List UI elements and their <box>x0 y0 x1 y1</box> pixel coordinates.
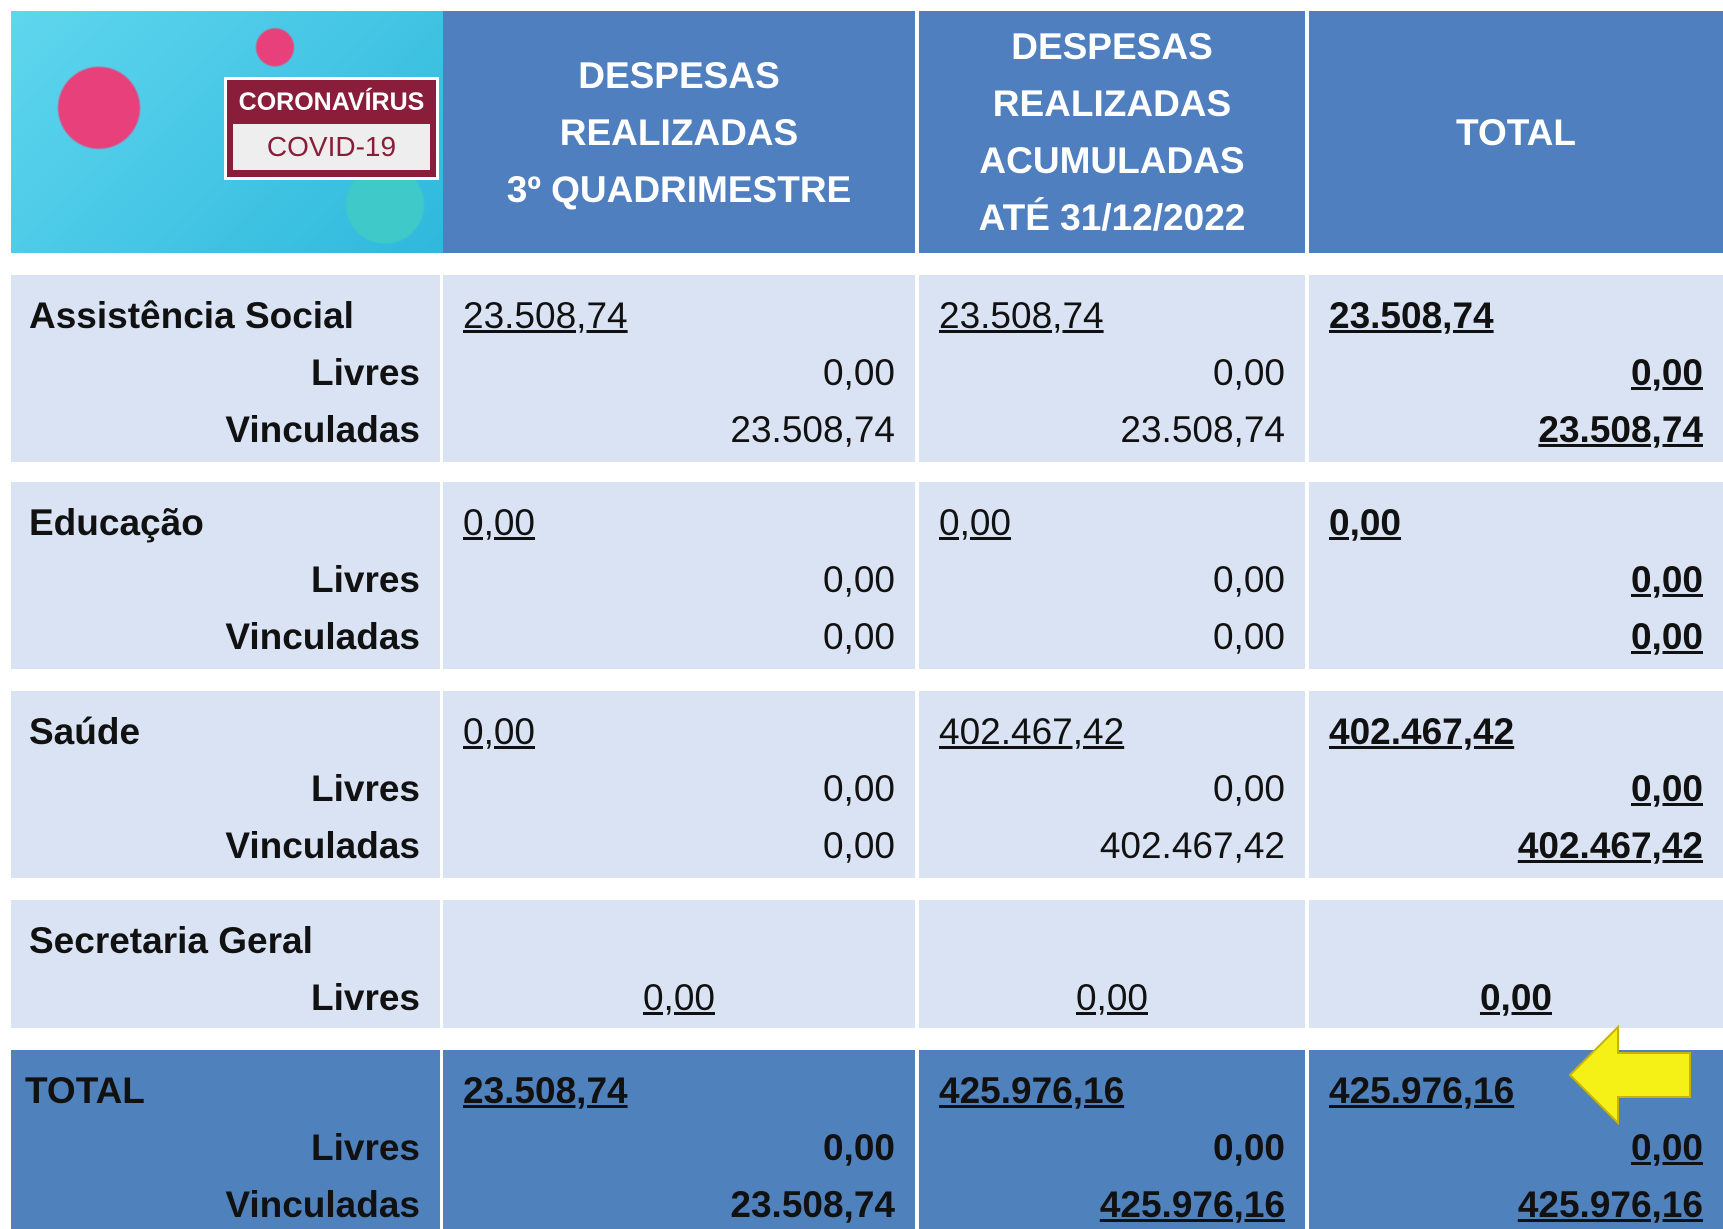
row-value: 0,00 <box>939 1119 1285 1176</box>
row-label: Livres <box>31 1119 420 1176</box>
row-value: 0,00 <box>939 760 1285 817</box>
row-value: 0,00 <box>463 1119 895 1176</box>
row-value: 0,00 <box>463 608 895 665</box>
row-value: 0,00 <box>1329 608 1703 665</box>
row-value: 402.467,42 <box>1329 817 1703 874</box>
arrow <box>1568 1025 1693 1125</box>
row-label: Vinculadas <box>31 817 420 874</box>
row-value: 0,00 <box>463 344 895 401</box>
group-value: 425.976,16 <box>939 1062 1285 1119</box>
header-line: DESPESAS <box>578 47 780 104</box>
row-value: 0,00 <box>463 969 895 1026</box>
row-value: 23.508,74 <box>1329 401 1703 458</box>
group-value: 23.508,74 <box>939 287 1285 344</box>
covid-image: CORONAVÍRUS COVID-19 <box>11 11 451 253</box>
table-cell: 0,00 <box>443 900 915 1028</box>
row-value: 0,00 <box>1329 344 1703 401</box>
group-value: 0,00 <box>939 494 1285 551</box>
group-name: Secretaria Geral <box>29 912 420 969</box>
row-value: 23.508,74 <box>939 401 1285 458</box>
group-name: Educação <box>29 494 420 551</box>
row-value: 0,00 <box>939 551 1285 608</box>
row-value: 0,00 <box>939 344 1285 401</box>
row-value: 0,00 <box>463 551 895 608</box>
row-label: Vinculadas <box>31 1176 420 1229</box>
header-line: ATÉ 31/12/2022 <box>979 189 1246 246</box>
row-value: 402.467,42 <box>939 817 1285 874</box>
row-value: 0,00 <box>939 608 1285 665</box>
group-value: 0,00 <box>463 703 895 760</box>
badge-subtitle: COVID-19 <box>233 124 430 170</box>
row-value: 23.508,74 <box>463 401 895 458</box>
group-value: 23.508,74 <box>463 1062 895 1119</box>
page: CORONAVÍRUS COVID-19 DESPESASREALIZADAS3… <box>0 0 1723 1229</box>
group-name: Assistência Social <box>29 287 420 344</box>
column-header: TOTAL <box>1309 11 1723 253</box>
row-value: 0,00 <box>463 760 895 817</box>
group-name: Saúde <box>29 703 420 760</box>
row-value: 425.976,16 <box>1329 1176 1703 1229</box>
group-value: 0,00 <box>463 494 895 551</box>
badge-title: CORONAVÍRUS <box>227 80 436 124</box>
row-value: 0,00 <box>939 969 1285 1026</box>
row-value: 23.508,74 <box>463 1176 895 1229</box>
header-line: REALIZADAS <box>560 104 798 161</box>
row-value: 0,00 <box>1329 551 1703 608</box>
header-line: 3º QUADRIMESTRE <box>507 161 852 218</box>
row-label: Livres <box>31 551 420 608</box>
row-label: Vinculadas <box>31 608 420 665</box>
image-badge: CORONAVÍRUS COVID-19 <box>224 77 439 180</box>
group-value: 0,00 <box>1329 494 1703 551</box>
table-cell: 0,00 <box>919 900 1305 1028</box>
row-value: 425.976,16 <box>939 1176 1285 1229</box>
row-label: Livres <box>31 760 420 817</box>
row-label: Livres <box>31 344 420 401</box>
row-label: Vinculadas <box>31 401 420 458</box>
group-value: 23.508,74 <box>1329 287 1703 344</box>
row-value: 0,00 <box>463 817 895 874</box>
group-value: 23.508,74 <box>463 287 895 344</box>
row-value: 0,00 <box>1329 969 1703 1026</box>
header-line: DESPESAS <box>1011 18 1213 75</box>
group-name: TOTAL <box>25 1062 420 1119</box>
header-line: TOTAL <box>1456 104 1576 161</box>
row-label: Livres <box>31 969 420 1026</box>
group-value: 402.467,42 <box>939 703 1285 760</box>
header-line: ACUMULADAS <box>979 132 1244 189</box>
group-value: 402.467,42 <box>1329 703 1703 760</box>
row-value: 0,00 <box>1329 760 1703 817</box>
row-value: 0,00 <box>1329 1119 1703 1176</box>
header-line: REALIZADAS <box>993 75 1231 132</box>
table-cell: 0,00 <box>1309 900 1723 1028</box>
